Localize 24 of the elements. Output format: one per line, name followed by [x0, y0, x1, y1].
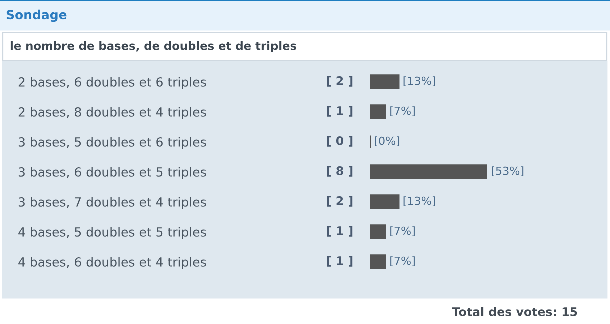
text: Sondage [6, 10, 67, 22]
y-tick-label: 2 bases, 6 doubles et 6 triples [18, 77, 206, 90]
text: [ 0 ] [327, 136, 353, 147]
data-label: [0%] [375, 136, 400, 147]
text: [ 8 ] [327, 166, 353, 177]
y-tick-label: 4 bases, 5 doubles et 5 triples [18, 227, 206, 240]
y-tick-label: 3 bases, 5 doubles et 6 triples [18, 137, 206, 150]
text: [ 2 ] [327, 196, 353, 207]
data-label: [7%] [390, 226, 415, 237]
text: [ 1 ] [327, 226, 353, 237]
data-label: [7%] [390, 256, 415, 267]
text: [ 1 ] [327, 106, 353, 117]
text: [ 1 ] [327, 256, 353, 267]
data-label: [13%] [404, 196, 436, 207]
text: le nombre de bases, de doubles et de triples [10, 41, 297, 53]
y-tick-label: 3 bases, 6 doubles et 5 triples [18, 167, 206, 180]
y-tick-label: 4 bases, 6 doubles et 4 triples [18, 257, 206, 270]
text: [ 2 ] [327, 76, 353, 87]
text: Total des votes: 15 [452, 307, 578, 316]
y-tick-label: 2 bases, 8 doubles et 4 triples [18, 107, 206, 120]
data-label: [7%] [390, 106, 415, 117]
data-label: [53%] [492, 166, 524, 177]
y-tick-label: 3 bases, 7 doubles et 4 triples [18, 197, 206, 210]
data-label: [13%] [404, 76, 436, 87]
